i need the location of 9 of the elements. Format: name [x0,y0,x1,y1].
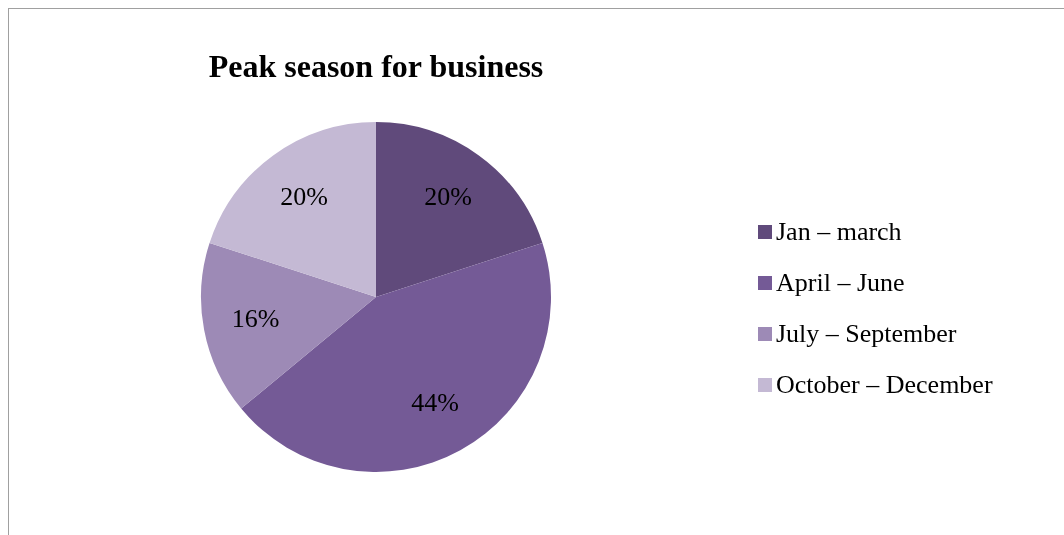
legend-label: October – December [776,369,993,400]
legend-label: April – June [776,267,905,298]
legend-label: July – September [776,318,957,349]
data-label: 20% [280,181,328,211]
data-label: 20% [424,181,472,211]
chart-title: Peak season for business [207,48,545,85]
legend-label: Jan – march [776,216,902,247]
data-label: 16% [231,303,280,333]
data-label: 44% [411,388,459,418]
